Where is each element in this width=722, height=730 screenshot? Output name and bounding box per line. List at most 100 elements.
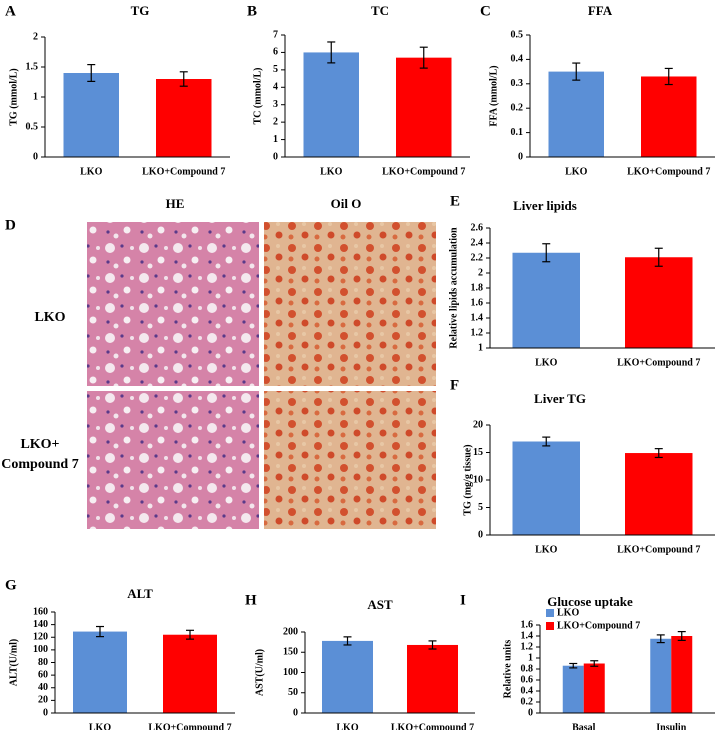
panel-letter: I [460,592,466,608]
y-tick-label: 2 [33,31,38,42]
x-tick-label: LKO [336,722,358,730]
row-label: Compound 7 [1,457,78,472]
y-tick-label: 1.4 [521,630,534,641]
y-tick-label: 1.2 [521,641,534,652]
y-tick-label: 5 [273,64,278,75]
y-tick-label: 0 [33,151,38,162]
bar [562,665,584,713]
x-tick-label: LKO [89,722,111,730]
bar [156,79,212,157]
y-tick-label: 3 [273,99,278,110]
histology-panel: D HE Oil O LKO LKO+ Compound 7 [1,196,436,529]
bar [512,441,580,535]
y-tick-label: 1.6 [471,297,484,308]
bar [641,76,697,157]
x-tick-label: LKO+Compound 7 [142,166,225,177]
y-axis-label: Relative lipids accumulation [448,227,459,349]
column-label: HE [166,196,185,211]
micrograph [264,222,436,386]
x-tick-label: Basal [572,722,596,730]
y-tick-label: 15 [473,447,483,458]
y-tick-label: 0 [43,707,48,718]
y-tick-label: 50 [288,687,298,698]
panel-letter: H [245,592,257,608]
chart-title: ALT [127,586,153,601]
y-tick-label: 0.8 [521,663,534,674]
y-tick-label: 0.5 [511,29,524,40]
chart-title: Glucose uptake [547,594,633,609]
bar [322,640,373,713]
y-tick-label: 0.4 [511,54,524,65]
legend-swatch [546,622,554,630]
y-tick-label: 100 [33,644,48,655]
y-tick-label: 1.4 [471,312,484,323]
chart-title: Liver TG [534,391,586,406]
bar [303,52,359,157]
row-label: LKO [34,310,65,325]
y-tick-label: 20 [38,695,48,706]
bar [407,644,458,713]
y-tick-label: 40 [38,682,48,693]
x-tick-label: LKO+Compound 7 [627,166,710,177]
bar [625,257,693,348]
y-tick-label: 120 [33,632,48,643]
y-tick-label: 0 [528,707,533,718]
y-axis-label: AST(U/ml) [254,649,265,696]
y-tick-label: 7 [273,29,278,40]
bar [625,453,693,535]
chart-title: TG [131,3,150,18]
y-tick-label: 1.8 [471,282,484,293]
y-tick-label: 0.1 [511,127,524,138]
y-tick-label: 6 [273,47,278,58]
chart-title: FFA [588,3,613,18]
y-tick-label: 0 [518,151,523,162]
chart-panel: E Liver lipids Relative lipids accumulatio… [448,193,715,368]
y-tick-label: 60 [38,669,48,680]
y-tick-label: 10 [473,474,483,485]
bar [163,634,217,713]
bar [63,73,119,157]
y-axis-label: FFA (mmol/L) [488,65,499,126]
x-tick-label: Insulin [656,722,686,730]
bar [512,252,580,348]
bar [548,71,604,157]
y-tick-label: 5 [478,502,483,513]
y-tick-label: 150 [283,647,298,658]
panel-letter: D [5,217,16,233]
y-tick-label: 0.4 [521,685,534,696]
chart-panel: A TG TG (mmol/L) 0 0.5 1 1.5 2 LKO LKO+Compound 7 [5,3,230,177]
x-tick-label: LKO+Compound 7 [617,544,700,555]
y-axis-label: Relative units [502,640,513,699]
y-tick-label: 1 [528,652,533,663]
y-axis-label: TG (mmol/L) [8,68,19,126]
x-tick-label: LKO+Compound 7 [391,722,474,730]
y-tick-label: 1 [33,91,38,102]
x-tick-label: LKO+Compound 7 [148,722,231,730]
y-tick-label: 4 [273,82,278,93]
y-tick-label: 2 [478,267,483,278]
x-tick-label: LKO [535,544,557,555]
y-tick-label: 1.6 [521,619,534,630]
micrograph [87,391,259,529]
bar [73,631,127,713]
y-axis-label: ALT(U/ml) [8,639,19,686]
y-tick-label: 0 [273,151,278,162]
y-axis-label: TC (mmol/L) [252,68,263,125]
legend-label: LKO+Compound 7 [557,620,640,631]
y-tick-label: 1 [478,342,483,353]
panel-letter: B [247,3,257,19]
y-tick-label: 140 [33,619,48,630]
panel-letter: A [5,3,16,19]
y-tick-label: 2.6 [471,222,484,233]
y-tick-label: 0.5 [26,121,39,132]
chart-panel: B TC TC (mmol/L) 0 1 2 3 4 5 6 7 LKO LKO+Compound 7 [247,3,470,177]
x-tick-label: LKO+Compound 7 [617,357,700,368]
chart-title: AST [367,597,393,612]
y-tick-label: 0.6 [521,674,534,685]
y-tick-label: 1.5 [26,61,39,72]
y-tick-label: 160 [33,606,48,617]
y-tick-label: 2.4 [471,237,484,248]
chart-title: Liver lipids [513,198,577,213]
y-tick-label: 20 [473,419,483,430]
